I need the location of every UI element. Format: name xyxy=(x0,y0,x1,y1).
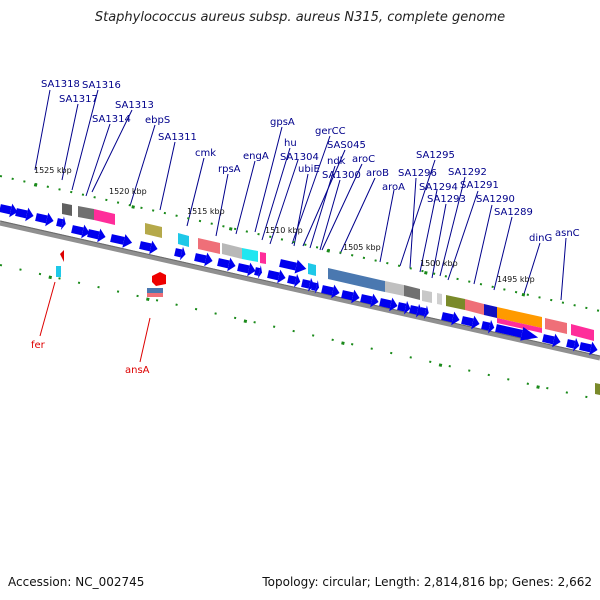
gene-label: dinG xyxy=(529,233,552,244)
map-title: Staphylococcus aureus subsp. aureus N315… xyxy=(94,10,506,25)
gene-label: SA1311 xyxy=(158,132,197,143)
gene-label: SAS045 xyxy=(327,140,366,151)
gene-label: SA1300 xyxy=(322,170,361,181)
gene-label: SA1295 xyxy=(416,150,455,161)
gene-label: SA1316 xyxy=(82,80,121,91)
genome-backbone xyxy=(0,220,600,361)
gene-label: ubiE xyxy=(298,164,320,175)
gene-label: SA1304 xyxy=(280,152,319,163)
scale-labels: 1525 kbp 1520 kbp 1515 kbp 1510 kbp 1505… xyxy=(34,166,535,284)
gene-label-ansA: ansA xyxy=(125,365,150,376)
scale-label: 1515 kbp xyxy=(187,207,225,216)
highlighted-features xyxy=(56,250,166,297)
gene-label: SA1294 xyxy=(419,182,458,193)
genome-summary: Topology: circular; Length: 2,814,816 bp… xyxy=(262,575,592,589)
scale-label: 1525 kbp xyxy=(34,166,72,175)
gene-label: aroC xyxy=(352,154,375,165)
accession-label: Accession: NC_002745 xyxy=(8,575,145,589)
scale-label: 1520 kbp xyxy=(109,187,147,196)
highlight-leader-lines xyxy=(39,281,151,363)
label-leader-lines xyxy=(34,89,567,301)
gene-label: ndk xyxy=(327,156,346,167)
gene-label: aroB xyxy=(366,168,389,179)
gene-label: SA1314 xyxy=(92,114,131,125)
gene-label: SA1289 xyxy=(494,207,533,218)
gene-labels: SA1318 SA1316 SA1317 SA1313 SA1314 ebpS … xyxy=(41,79,580,244)
gene-label: cmk xyxy=(195,148,216,159)
gene-label: gerCC xyxy=(315,126,346,137)
highlight-labels: fer ansA xyxy=(31,340,150,376)
gene-label: SA1290 xyxy=(476,194,515,205)
gene-label: ebpS xyxy=(145,115,170,126)
gene-label: SA1293 xyxy=(427,194,466,205)
gene-label: SA1317 xyxy=(59,94,98,105)
gene-label: SA1318 xyxy=(41,79,80,90)
gene-label: SA1296 xyxy=(398,168,437,179)
gene-label: engA xyxy=(243,151,269,162)
scale-label: 1500 kbp xyxy=(420,259,458,268)
scale-label: 1505 kbp xyxy=(343,243,381,252)
gene-label: asnC xyxy=(555,228,580,239)
gene-label-fer: fer xyxy=(31,340,46,351)
gene-label: SA1292 xyxy=(448,167,487,178)
gene-label: SA1291 xyxy=(460,180,499,191)
gene-label: hu xyxy=(284,138,297,149)
gene-label: rpsA xyxy=(218,164,241,175)
scale-label: 1510 kbp xyxy=(265,226,303,235)
gene-label: gpsA xyxy=(270,117,295,128)
scale-label: 1495 kbp xyxy=(497,275,535,284)
cog-feature-track xyxy=(62,203,600,395)
gene-label: SA1313 xyxy=(115,100,154,111)
genome-backbone-edge xyxy=(0,220,600,357)
gene-label: aroA xyxy=(382,182,405,193)
